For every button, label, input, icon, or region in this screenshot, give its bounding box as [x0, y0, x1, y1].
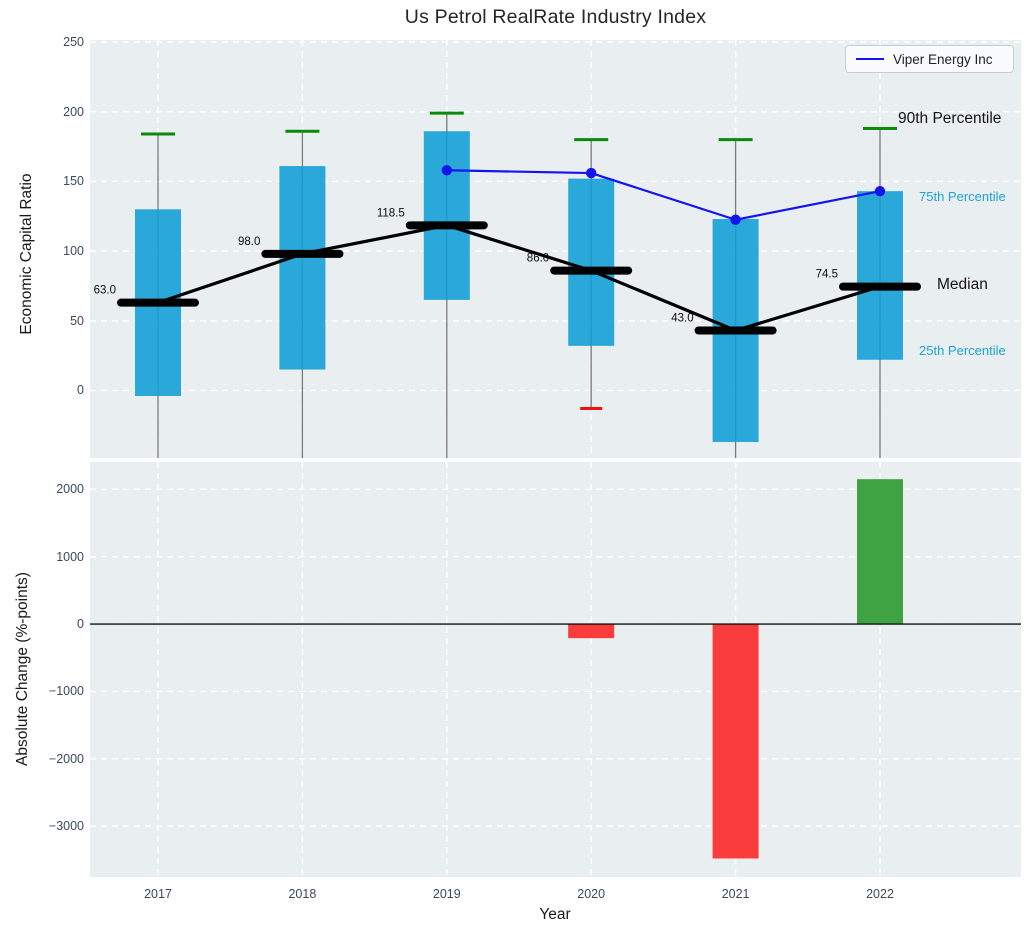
- bottom-y-tick-label: 2000: [56, 482, 84, 497]
- legend-line-icon: [856, 58, 884, 60]
- bottom-y-tick-label: −3000: [48, 819, 84, 834]
- change-bar-2022: [857, 479, 903, 625]
- top-y-tick-label: 150: [63, 174, 84, 189]
- iqr-box-2018: [279, 166, 326, 370]
- chart-title: Us Petrol RealRate Industry Index: [404, 6, 707, 28]
- bottom-y-tick-label: −2000: [48, 751, 84, 766]
- x-tick-label: 2022: [866, 887, 894, 901]
- median-value-label-2021: 43.0: [671, 313, 693, 325]
- top-plot-canvas: 63.0 98.0 118.5 86.0 43.0 74.5: [90, 40, 1021, 458]
- bottom-y-tick-label: 0: [77, 617, 84, 632]
- annotation-25th-percentile: 25th Percentile: [919, 343, 1006, 358]
- median-value-label-2020: 86.0: [527, 253, 549, 265]
- change-bar-2020: [568, 624, 615, 639]
- iqr-box-2019: [423, 131, 470, 300]
- iqr-box-2020: [568, 178, 615, 346]
- x-tick-label: 2017: [144, 887, 172, 901]
- median-value-label-2019: 118.5: [377, 207, 405, 219]
- median-trend-line: [157, 223, 881, 333]
- median-value-label-2017: 63.0: [94, 285, 116, 297]
- bottom-y-axis-label: Absolute Change (%-points): [14, 572, 31, 766]
- x-tick-label: 2021: [721, 887, 750, 901]
- bottom-y-tick-label: 1000: [56, 549, 84, 564]
- bottom-plot-canvas: [90, 462, 1021, 877]
- x-tick-label: 2019: [432, 887, 461, 901]
- x-tick-label: 2018: [288, 887, 317, 901]
- annotation-median: Median: [937, 276, 988, 293]
- change-bar-2021: [712, 624, 759, 859]
- company-point-2022: [874, 185, 886, 197]
- x-tick-label: 2020: [577, 887, 606, 901]
- iqr-box-2022: [857, 191, 903, 360]
- company-point-2021: [730, 214, 741, 225]
- top-y-tick-label: 100: [63, 244, 84, 259]
- legend-label: Viper Energy Inc: [893, 51, 993, 67]
- annotation-90th-percentile: 90th Percentile: [898, 110, 1002, 127]
- median-value-label-2018: 98.0: [238, 236, 260, 248]
- company-point-2020: [586, 167, 597, 179]
- median-value-label-2022: 74.5: [816, 269, 838, 281]
- company-line: [446, 169, 881, 221]
- top-y-tick-label: 50: [70, 313, 84, 328]
- company-point-2019: [441, 165, 452, 176]
- bottom-y-tick-label: −1000: [48, 684, 84, 699]
- top-y-tick-label: 250: [63, 35, 84, 50]
- x-axis-label: Year: [539, 906, 571, 923]
- top-y-tick-label: 0: [77, 383, 84, 398]
- annotation-75th-percentile: 75th Percentile: [919, 189, 1006, 204]
- top-y-tick-label: 200: [63, 104, 84, 119]
- legend: Viper Energy Inc: [845, 45, 1014, 73]
